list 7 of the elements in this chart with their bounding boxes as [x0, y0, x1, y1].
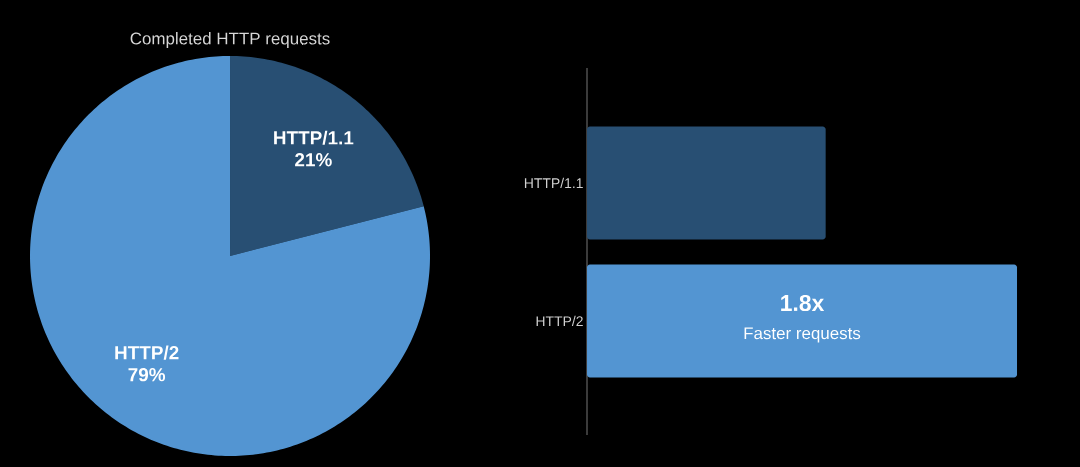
chart-title: Completed HTTP requests	[130, 32, 330, 48]
data-label: 79%	[128, 367, 166, 382]
slice-label: HTTP/1.1	[274, 130, 354, 145]
slice-label: HTTP/2	[115, 345, 179, 360]
annotation: Faster requests	[744, 327, 861, 343]
annotation: 1.8x	[781, 294, 825, 312]
data-label: 21%	[295, 153, 332, 167]
